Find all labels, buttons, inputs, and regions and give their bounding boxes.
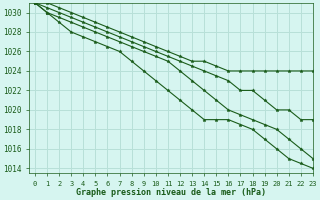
X-axis label: Graphe pression niveau de la mer (hPa): Graphe pression niveau de la mer (hPa) (76, 188, 266, 197)
